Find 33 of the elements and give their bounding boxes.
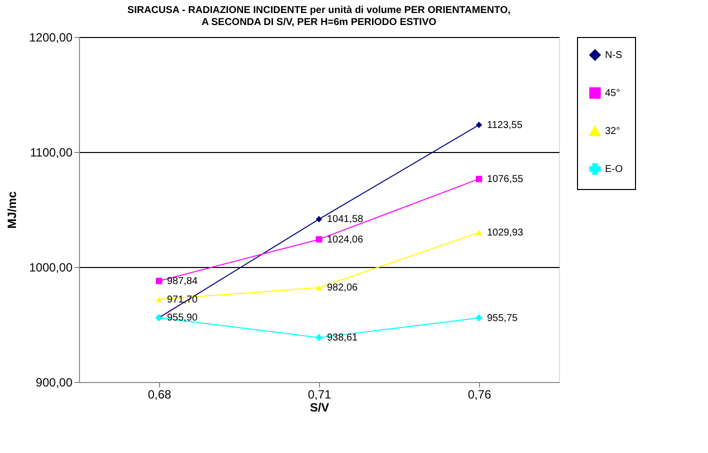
x-tick-label: 0,76 bbox=[468, 388, 492, 402]
data-label: 955,75 bbox=[487, 312, 518, 324]
data-label: 1076,55 bbox=[487, 174, 524, 185]
point bbox=[156, 296, 162, 302]
point bbox=[316, 334, 322, 341]
data-label: 1123,55 bbox=[487, 120, 523, 131]
point bbox=[156, 278, 162, 284]
point bbox=[476, 314, 482, 322]
x-tick-label: 0,68 bbox=[148, 388, 172, 402]
legend-label: 45° bbox=[605, 88, 620, 99]
legend-label: N-S bbox=[605, 50, 623, 61]
point bbox=[316, 236, 322, 242]
y-tick-label: 900,00 bbox=[36, 376, 73, 390]
chart-title: SIRACUSA - RADIAZIONE INCIDENTE per unità di volume PER ORIENTAMENTO, A SECONDA DI S/V, PER H=6m PERIODO ESTIVO bbox=[127, 5, 511, 28]
data-label: 1024,06 bbox=[327, 234, 364, 246]
legend-label: E-O bbox=[605, 164, 623, 175]
point bbox=[316, 284, 322, 290]
y-tick-label: 1000,00 bbox=[29, 260, 73, 274]
data-label: 982,06 bbox=[327, 282, 358, 294]
legend-label: 32° bbox=[605, 126, 620, 137]
point bbox=[476, 122, 482, 128]
y-tick-label: 1200,00 bbox=[29, 30, 73, 44]
data-label: 987,84 bbox=[167, 276, 198, 287]
data-label: 938,61 bbox=[327, 332, 358, 344]
data-label: 1041,58 bbox=[327, 214, 364, 226]
point bbox=[316, 216, 322, 222]
point bbox=[476, 230, 482, 236]
y-axis-title: MJ/mc bbox=[5, 191, 20, 229]
data-label: 1029,93 bbox=[487, 228, 524, 239]
x-tick-label: 0,71 bbox=[308, 388, 332, 402]
y-tick-label: 1100,00 bbox=[30, 146, 73, 160]
x-axis-title: S/V bbox=[310, 400, 330, 414]
point bbox=[476, 176, 482, 182]
